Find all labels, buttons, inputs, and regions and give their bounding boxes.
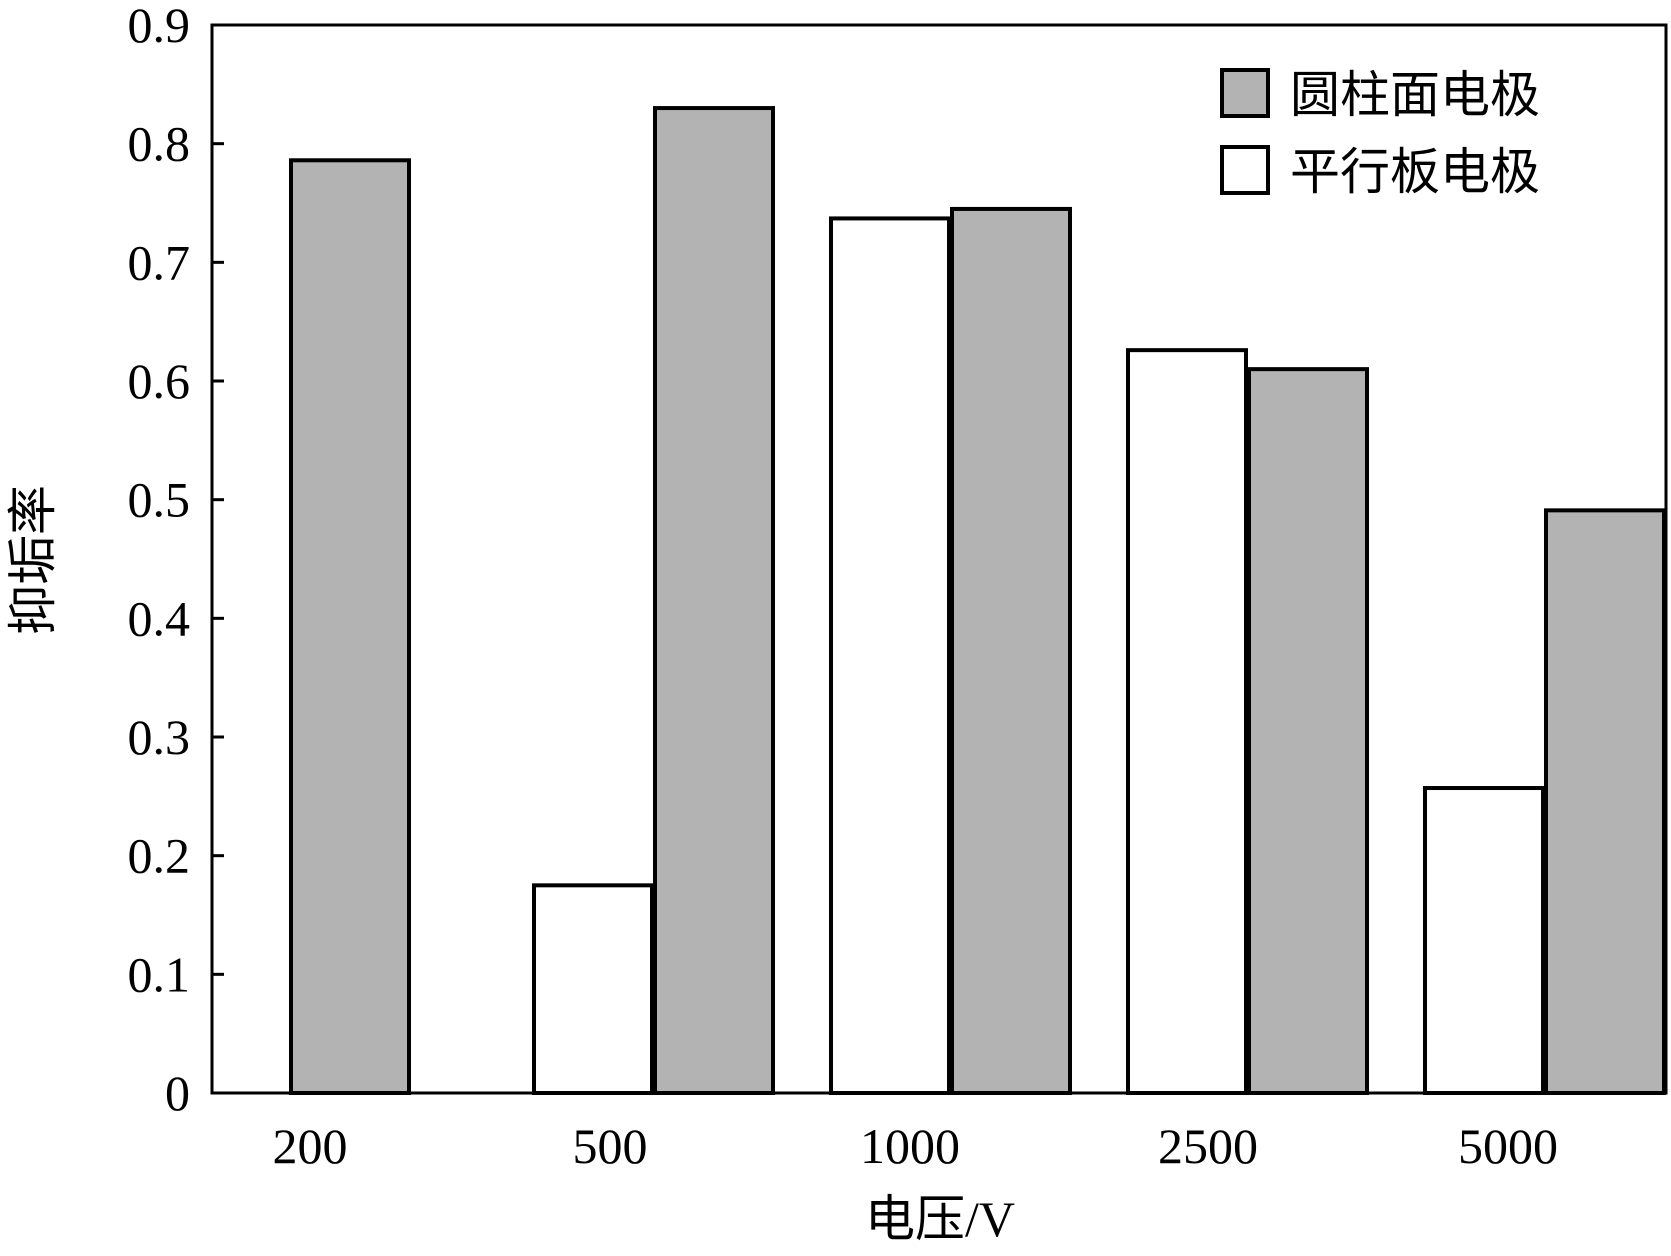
y-axis-title: 抑垢率 bbox=[5, 485, 61, 635]
bar-cylinder bbox=[653, 106, 775, 1096]
plot-frame bbox=[210, 23, 1668, 1095]
x-tick-label: 2500 bbox=[1158, 1118, 1258, 1174]
bar-parallel bbox=[829, 216, 951, 1095]
y-tick-label: 0 bbox=[165, 1065, 190, 1121]
bar-parallel bbox=[1126, 348, 1248, 1095]
bar-cylinder bbox=[1247, 367, 1369, 1095]
legend-label-cylinder: 圆柱面电极 bbox=[1290, 67, 1540, 123]
bars-layer bbox=[289, 106, 1666, 1096]
y-tick-label: 0.5 bbox=[128, 472, 191, 528]
bar-cylinder bbox=[1544, 508, 1666, 1095]
y-tick-label: 0.6 bbox=[128, 353, 191, 409]
bar-cylinder bbox=[950, 206, 1072, 1095]
bar-parallel bbox=[1423, 786, 1545, 1095]
y-tick-label: 0.9 bbox=[128, 0, 191, 53]
legend: 圆柱面电极 平行板电极 bbox=[1220, 67, 1540, 200]
legend-label-parallel: 平行板电极 bbox=[1290, 144, 1540, 200]
y-tick-label: 0.4 bbox=[128, 590, 191, 646]
bar-cylinder bbox=[289, 158, 411, 1095]
y-tick-label: 0.8 bbox=[128, 116, 191, 172]
x-tick-label: 5000 bbox=[1458, 1118, 1558, 1174]
y-tick-label: 0.3 bbox=[128, 709, 191, 765]
x-axis-title: 电压/V bbox=[865, 1191, 1015, 1247]
x-tick-label: 1000 bbox=[860, 1118, 960, 1174]
bar-parallel bbox=[532, 883, 654, 1095]
y-tick-label: 0.1 bbox=[128, 946, 191, 1002]
legend-swatch-parallel bbox=[1220, 145, 1270, 195]
legend-swatch-cylinder bbox=[1220, 68, 1270, 118]
x-tick-label: 500 bbox=[573, 1118, 648, 1174]
y-axis-ticks: 0 0.1 0.2 0.3 0.4 0.5 0.6 0.7 0.8 0.9 bbox=[128, 0, 224, 1121]
y-tick-label: 0.7 bbox=[128, 234, 191, 290]
x-tick-label: 200 bbox=[273, 1118, 348, 1174]
y-tick-label: 0.2 bbox=[128, 828, 191, 884]
x-axis-ticks: 200 500 1000 2500 5000 bbox=[273, 1118, 1559, 1174]
